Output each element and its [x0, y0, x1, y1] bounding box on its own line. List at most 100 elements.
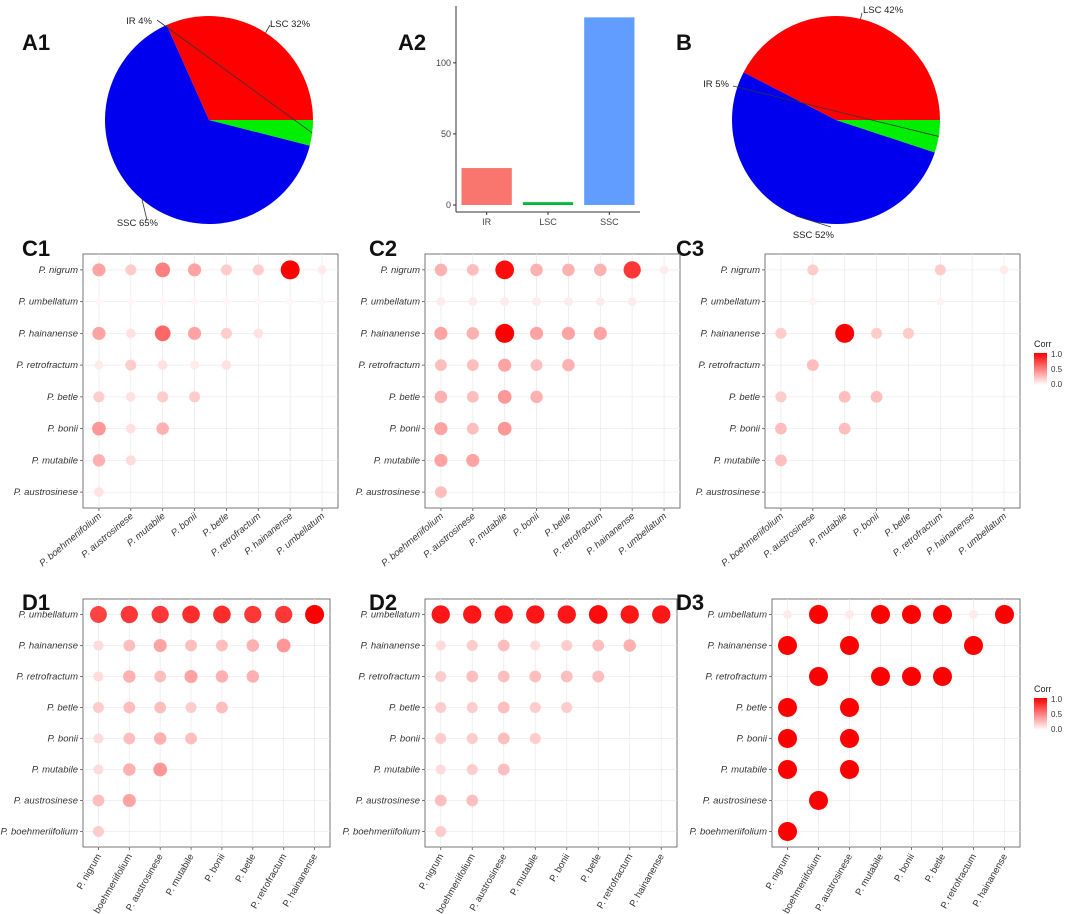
corr-point	[933, 667, 952, 686]
corr-point	[93, 733, 104, 744]
corr-point	[253, 328, 264, 339]
corr-point	[157, 391, 169, 403]
corr-point	[969, 610, 978, 619]
y-tick-label: P. umbellatum	[361, 610, 421, 621]
corr-point	[153, 762, 168, 777]
corr-point	[244, 605, 262, 624]
y-tick-label: P. austrosinese	[356, 487, 420, 498]
legend-tick: 1.0	[1051, 350, 1063, 359]
corr-point	[840, 698, 859, 717]
corr-matrix-c3: P. nigrum P. umbellatum P. hainanense P. re…	[696, 253, 1021, 569]
corr-point	[995, 605, 1014, 624]
panel-label-d2: D2	[369, 590, 397, 615]
legend-title: Corr	[1034, 684, 1052, 694]
corr-point	[562, 263, 575, 277]
corr-point	[526, 605, 545, 624]
x-tick-label: P. bonii	[169, 510, 200, 539]
corr-point	[778, 698, 797, 717]
corr-point	[89, 606, 107, 623]
corr-point	[126, 297, 135, 306]
y-tick-label: P. boehmeriifolium	[1, 827, 79, 838]
corr-point	[154, 701, 167, 714]
corr-point	[623, 639, 636, 652]
panel-label-c3: C3	[676, 236, 704, 261]
corr-point	[93, 640, 104, 651]
y-tick-label: P. bonii	[730, 424, 761, 435]
corr-point	[466, 639, 478, 652]
corr-point	[593, 326, 607, 340]
x-tick-label: P. bonii	[203, 852, 228, 884]
pie-slice-lsc	[743, 16, 940, 120]
corr-legend-c: Corr 1.0 0.5 0.0	[1034, 339, 1063, 389]
y-tick-label: P. austrosinese	[14, 487, 78, 498]
corr-point	[809, 605, 828, 624]
y-tick-label: P. retrofractum	[698, 360, 760, 371]
corr-matrix-d1: P. umbellatum P. hainanense P. retrofractu…	[1, 598, 331, 914]
corr-point	[806, 359, 819, 372]
corr-point	[620, 605, 639, 624]
corr-point	[92, 794, 105, 807]
panel-label-a2: A2	[398, 30, 426, 55]
bar-ssc	[584, 17, 635, 205]
corr-point	[934, 264, 946, 276]
corr-point	[216, 701, 228, 714]
corr-point	[125, 264, 137, 276]
corr-point	[466, 263, 479, 276]
legend-tick: 0.5	[1051, 365, 1063, 374]
corr-matrix-c2: P. nigrum P. umbellatum P. hainanense P. re…	[356, 253, 681, 569]
corr-point	[92, 421, 106, 436]
y-tick-label: P. betle	[47, 703, 78, 714]
corr-point	[778, 822, 797, 841]
y-tick-label: P. betle	[389, 703, 420, 714]
corr-point	[286, 297, 295, 306]
corr-point	[778, 760, 797, 779]
corr-point	[222, 297, 231, 306]
corr-point	[594, 263, 607, 277]
plot-panel	[764, 253, 1021, 509]
x-tick-label: P. nigrum	[417, 852, 446, 892]
corr-point	[561, 701, 573, 714]
corr-point	[530, 390, 543, 404]
corr-point	[93, 764, 104, 775]
corr-point	[466, 701, 478, 714]
panel-label-c1: C1	[22, 236, 50, 261]
corr-point	[94, 360, 104, 370]
corr-point	[434, 453, 448, 467]
y-tick-label: P. bonii	[48, 424, 79, 435]
corr-point	[838, 422, 851, 435]
y-tick-label: P. hainanense	[18, 328, 78, 339]
corr-point	[275, 605, 293, 624]
pie-leader-line	[265, 24, 271, 33]
corr-point	[529, 701, 541, 714]
corr-point	[154, 670, 167, 683]
y-tick-label: P. retrofractum	[358, 672, 420, 683]
corr-point	[435, 359, 447, 372]
bar-ir	[461, 168, 512, 205]
y-tick-label: P. austrosinese	[356, 796, 420, 807]
corr-point	[999, 265, 1009, 275]
corr-point	[809, 667, 828, 686]
pie-leader-line	[860, 12, 863, 20]
corr-point	[158, 297, 167, 306]
corr-point	[434, 326, 448, 340]
corr-point	[775, 422, 787, 435]
corr-point	[494, 605, 513, 624]
legend-colorbar	[1034, 698, 1047, 730]
y-tick-label: P. retrofractum	[16, 672, 78, 683]
corr-point	[498, 358, 512, 372]
panel-label-d3: D3	[676, 590, 704, 615]
corr-point	[466, 763, 478, 776]
corr-point	[220, 327, 232, 339]
corr-point	[185, 701, 197, 714]
y-tick-label: P. mutabile	[714, 455, 760, 466]
pie-leader-line	[732, 85, 939, 137]
y-tick-label: P. betle	[736, 703, 767, 714]
corr-point	[775, 391, 787, 403]
y-tick-label: P. nigrum	[39, 265, 79, 276]
corr-point	[92, 263, 106, 277]
corr-point	[466, 422, 479, 435]
y-tick-label: P. nigrum	[721, 265, 761, 276]
pie-chart-b: LSC 42% SSC 52% IR 5%	[703, 5, 940, 241]
corr-point	[778, 636, 797, 655]
y-tick-label: P. austrosinese	[703, 796, 767, 807]
